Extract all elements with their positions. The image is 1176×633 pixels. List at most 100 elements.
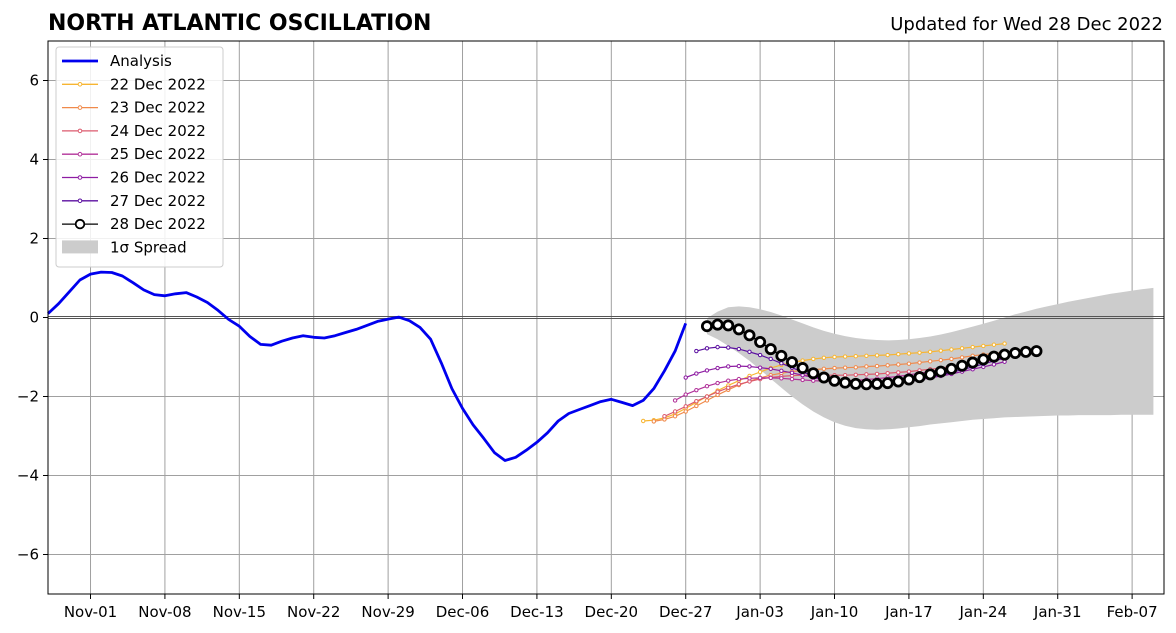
- x-tick-label: Jan-31: [1033, 603, 1082, 621]
- forecast-point: [779, 368, 784, 374]
- forecast-point: [736, 346, 742, 352]
- forecast-point: [998, 348, 1011, 361]
- forecast-point: [892, 375, 905, 388]
- forecast-point: [924, 368, 937, 381]
- forecast-point: [956, 359, 969, 372]
- legend-label: 24 Dec 2022: [110, 122, 206, 140]
- spread-band-layer: [707, 287, 1154, 430]
- x-tick-label: Nov-08: [138, 603, 191, 621]
- forecast-point: [747, 349, 752, 355]
- forecast-point: [683, 375, 688, 380]
- legend-label: 22 Dec 2022: [110, 75, 206, 93]
- forecast-point: [789, 370, 795, 375]
- forecast-point: [683, 392, 688, 397]
- legend-marker: [77, 198, 83, 204]
- forecast-point: [817, 371, 830, 384]
- legend-marker: [77, 175, 83, 180]
- forecast-point: [732, 323, 745, 336]
- forecast-point: [736, 382, 742, 387]
- forecast-point: [764, 343, 777, 356]
- forecast-point: [981, 343, 986, 349]
- forecast-point: [754, 335, 767, 348]
- x-tick-label: Jan-03: [735, 603, 784, 621]
- forecast-point: [757, 365, 763, 370]
- y-tick-label: −2: [17, 388, 39, 406]
- forecast-point: [1030, 345, 1043, 358]
- y-tick-label: −4: [17, 467, 39, 485]
- forecast-point: [874, 353, 880, 358]
- forecast-point: [853, 365, 858, 370]
- y-tick-label: 4: [29, 151, 39, 169]
- forecast-point: [849, 377, 862, 390]
- chart-subtitle: Updated for Wed 28 Dec 2022: [890, 14, 1163, 35]
- legend-box: [55, 46, 224, 268]
- forecast-point: [977, 353, 990, 366]
- x-axis-ticks: Nov-01 Nov-08 Nov-15 Nov-22 Nov-29 Dec-06 Dec-…: [64, 594, 1158, 621]
- forecast-point: [853, 372, 858, 377]
- forecast-point: [736, 363, 742, 369]
- forecast-point: [672, 414, 678, 419]
- forecast-point: [959, 346, 965, 351]
- legend-marker: [77, 128, 83, 134]
- forecast-point: [726, 385, 731, 391]
- forecast-point: [885, 363, 890, 368]
- forecast-point: [938, 348, 943, 353]
- forecast-point: [672, 409, 678, 414]
- forecast-point: [821, 355, 827, 360]
- forecast-point: [743, 329, 756, 342]
- forecast-point: [832, 354, 837, 360]
- legend-label: 25 Dec 2022: [110, 145, 206, 163]
- forecast-point: [864, 364, 869, 369]
- legend-marker: [77, 105, 83, 110]
- forecast-point: [1019, 345, 1032, 358]
- forecast-point: [991, 342, 997, 347]
- forecast-point: [896, 370, 901, 375]
- forecast-point: [694, 403, 699, 409]
- forecast-point: [779, 361, 784, 366]
- legend-entry: 23 Dec 2022: [62, 99, 206, 117]
- forecast-point: [694, 371, 699, 376]
- legend-label: 27 Dec 2022: [110, 192, 206, 210]
- forecast-point: [927, 359, 933, 364]
- forecast-point: [651, 419, 657, 424]
- forecast-point: [902, 373, 915, 386]
- forecast-point: [786, 356, 799, 369]
- forecast-point: [683, 404, 688, 409]
- forecast-point: [885, 370, 890, 376]
- y-tick-label: −6: [17, 546, 39, 564]
- forecast-point: [715, 380, 720, 386]
- forecast-point: [800, 358, 805, 363]
- x-tick-label: Jan-10: [810, 603, 859, 621]
- forecast-point: [874, 371, 880, 377]
- legend-label: 1σ Spread: [110, 238, 187, 256]
- forecast-point: [700, 320, 713, 333]
- legend-entry: 26 Dec 2022: [62, 169, 206, 187]
- forecast-point: [736, 376, 742, 382]
- forecast-point: [864, 372, 869, 377]
- forecast-point: [1002, 341, 1007, 346]
- forecast-point: [821, 366, 827, 372]
- legend-entry: 25 Dec 2022: [62, 145, 206, 163]
- legend-label: 26 Dec 2022: [110, 169, 206, 187]
- forecast-point: [906, 351, 912, 356]
- forecast-point: [938, 357, 943, 363]
- forecast-point: [917, 360, 922, 365]
- forecast-point: [871, 377, 884, 390]
- forecast-point: [768, 356, 773, 362]
- x-tick-label: Jan-24: [959, 603, 1008, 621]
- forecast-point: [704, 394, 710, 399]
- x-tick-label: Dec-27: [659, 603, 713, 621]
- forecast-point: [832, 365, 837, 371]
- zero-line-layer: [48, 316, 1164, 319]
- legend: Analysis 22 Dec 2022 23 Dec 2022 24 Dec 202…: [55, 46, 224, 268]
- forecast-point: [927, 349, 933, 355]
- series-layer: [47, 270, 1043, 462]
- forecast-point: [768, 366, 773, 372]
- forecast-point: [945, 362, 958, 375]
- forecast-series: [700, 318, 1043, 391]
- y-tick-label: 0: [29, 309, 39, 327]
- legend-entry: 27 Dec 2022: [62, 192, 206, 210]
- forecast-point: [726, 364, 731, 369]
- forecast-point: [839, 376, 852, 389]
